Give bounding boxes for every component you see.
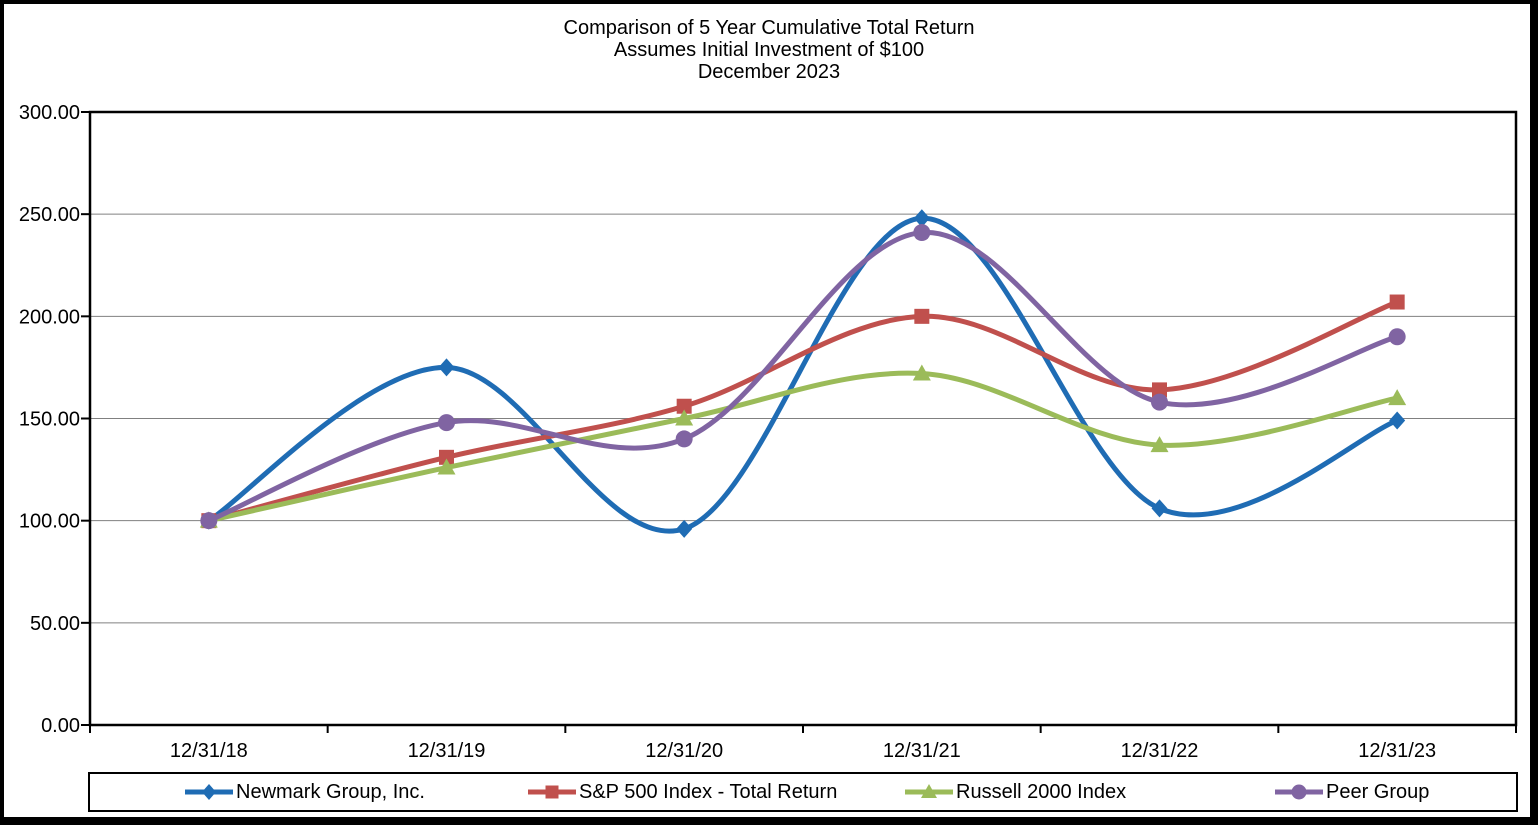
triangle-marker bbox=[1388, 389, 1407, 406]
series-line-3 bbox=[206, 230, 1400, 524]
legend-marker-diamond-icon bbox=[185, 784, 233, 800]
legend-label: Newmark Group, Inc. bbox=[236, 780, 425, 803]
square-marker bbox=[676, 398, 692, 414]
y-axis-label: 250.00 bbox=[19, 204, 80, 226]
y-axis-label: 50.00 bbox=[30, 613, 80, 635]
x-axis-label: 12/31/20 bbox=[645, 740, 723, 762]
legend-label: S&P 500 Index - Total Return bbox=[579, 780, 838, 803]
legend-label: Peer Group bbox=[1326, 780, 1430, 803]
diamond-marker bbox=[676, 519, 693, 538]
chart-title: Comparison of 5 Year Cumulative Total Re… bbox=[0, 17, 1538, 83]
circle-marker bbox=[1388, 328, 1406, 346]
legend-item-peer: Peer Group bbox=[1275, 774, 1429, 810]
x-axis-label: 12/31/23 bbox=[1358, 740, 1436, 762]
y-axis-label: 0.00 bbox=[41, 715, 80, 737]
triangle-marker bbox=[912, 364, 931, 381]
square-marker bbox=[1152, 382, 1167, 398]
square-marker bbox=[914, 308, 930, 324]
legend-marker-square-icon bbox=[528, 785, 576, 799]
diamond-marker bbox=[438, 358, 455, 377]
circle-marker bbox=[438, 414, 455, 432]
diamond-marker bbox=[1151, 499, 1168, 518]
y-axis-label: 100.00 bbox=[19, 511, 80, 533]
y-axis-label: 200.00 bbox=[19, 306, 80, 328]
y-axis-label: 150.00 bbox=[19, 409, 80, 431]
triangle-marker bbox=[921, 784, 937, 798]
legend-item-russell: Russell 2000 Index bbox=[905, 774, 1126, 810]
square-marker bbox=[439, 449, 454, 465]
legend-marker-triangle-icon bbox=[905, 784, 953, 798]
circle-marker bbox=[1151, 393, 1168, 411]
circle-marker bbox=[1291, 784, 1307, 800]
x-axis-label: 12/31/22 bbox=[1121, 740, 1199, 762]
triangle-marker bbox=[437, 458, 456, 475]
triangle-marker bbox=[675, 409, 694, 426]
chart-title-line3: December 2023 bbox=[697, 61, 841, 83]
x-axis-label: 12/31/21 bbox=[883, 740, 961, 762]
diamond-marker bbox=[913, 209, 930, 228]
legend-item-newmark: Newmark Group, Inc. bbox=[185, 774, 425, 810]
diamond-marker bbox=[202, 784, 216, 800]
square-marker bbox=[545, 785, 559, 799]
series-line-1 bbox=[206, 299, 1400, 524]
legend-item-sp500: S&P 500 Index - Total Return bbox=[528, 774, 837, 810]
legend-marker-circle-icon bbox=[1275, 784, 1323, 800]
chart-title-line1: Comparison of 5 Year Cumulative Total Re… bbox=[563, 17, 975, 39]
circle-marker bbox=[675, 430, 693, 448]
x-axis-label: 12/31/18 bbox=[170, 740, 248, 762]
square-marker bbox=[1389, 294, 1405, 310]
series-line-0 bbox=[206, 215, 1400, 534]
y-axis-label: 300.00 bbox=[19, 102, 80, 124]
circle-marker bbox=[200, 512, 218, 530]
diamond-marker bbox=[1389, 411, 1406, 430]
chart-legend: Newmark Group, Inc. S&P 500 Index - Tota… bbox=[88, 772, 1518, 812]
circle-marker bbox=[913, 224, 931, 242]
legend-label: Russell 2000 Index bbox=[956, 780, 1127, 803]
x-axis-label: 12/31/19 bbox=[408, 740, 486, 762]
chart-title-line2: Assumes Initial Investment of $100 bbox=[613, 39, 925, 61]
triangle-marker bbox=[1150, 436, 1169, 453]
series-line-2 bbox=[206, 370, 1400, 524]
